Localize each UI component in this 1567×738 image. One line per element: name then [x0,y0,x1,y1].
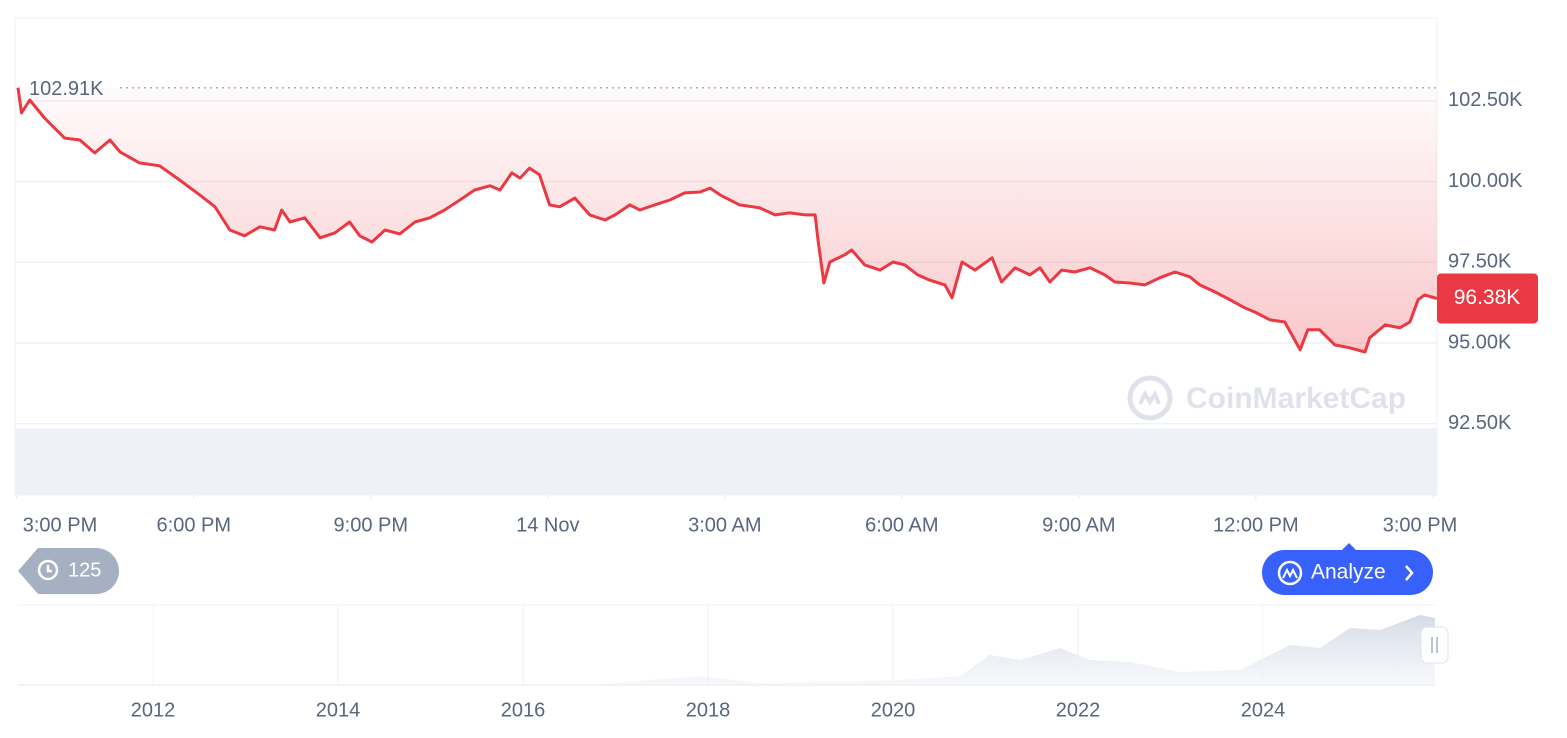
volume-band [15,428,1437,495]
navigator-year-label: 2018 [686,699,731,721]
history-count: 125 [68,559,101,581]
y-tick-label: 97.50K [1448,251,1512,273]
analyze-label: Analyze [1311,561,1386,584]
navigator-handle[interactable] [1420,626,1449,664]
navigator-area [18,615,1435,685]
navigator-year-label: 2014 [316,699,361,721]
y-tick-label: 95.00K [1448,331,1512,353]
x-tick-label: 14 Nov [516,514,579,536]
x-tick-label: 3:00 PM [1383,514,1457,536]
x-tick-label: 9:00 PM [334,514,408,536]
x-tick-label: 6:00 AM [865,514,938,536]
y-tick-label: 92.50K [1448,412,1512,434]
area-fill [17,87,1438,352]
y-tick-label: 102.50K [1448,89,1523,111]
x-tick-label: 12:00 PM [1213,514,1299,536]
max-label: 102.91K [29,78,104,100]
watermark-text: CoinMarketCap [1186,382,1406,415]
watermark: CoinMarketCap [1127,375,1406,421]
history-button[interactable]: 125 [18,548,119,594]
navigator-year-label: 2020 [871,699,916,721]
x-tick-label: 3:00 AM [688,514,761,536]
axes: 92.50K 95.00K 97.50K 100.00K 102.50K 3:00 PM 6… [16,89,1538,536]
y-tick-label: 100.00K [1448,170,1523,192]
last-price-label: 96.38K [1454,286,1521,309]
navigator-year-label: 2012 [131,699,176,721]
last-price-tag [1437,273,1538,324]
navigator-year-label: 2024 [1241,699,1286,721]
navigator: 2012 2014 2016 2018 2020 2022 2024 [18,604,1449,721]
plot: 102.91K [16,78,1438,354]
x-tick-label: 6:00 PM [157,514,231,536]
analyze-button[interactable]: Analyze [1262,543,1433,595]
navigator-year-label: 2022 [1056,699,1101,721]
navigator-year-label: 2016 [501,699,546,721]
x-tick-label: 3:00 PM [23,514,97,536]
price-line [16,87,1438,354]
x-tick-label: 9:00 AM [1042,514,1115,536]
